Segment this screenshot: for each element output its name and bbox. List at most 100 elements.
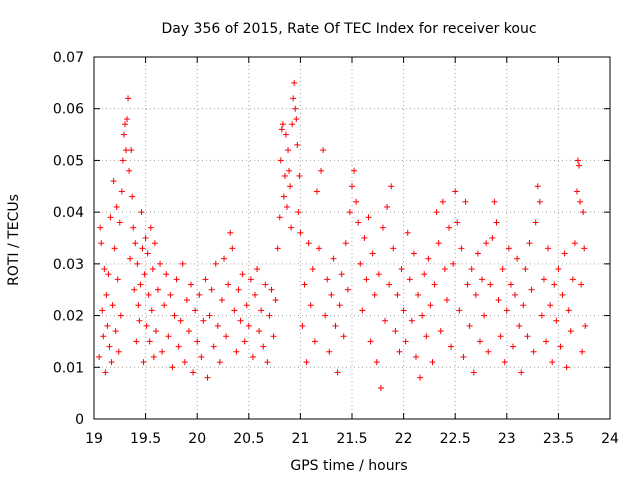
data-point: [429, 359, 436, 366]
data-point: [280, 193, 287, 200]
data-point: [260, 343, 267, 350]
x-tick-label: 23.5: [543, 431, 574, 447]
data-point: [342, 240, 349, 247]
data-point: [357, 260, 364, 267]
data-point: [183, 297, 190, 304]
data-point: [218, 297, 225, 304]
data-point: [136, 317, 143, 324]
data-point: [363, 276, 370, 283]
data-point: [410, 250, 417, 257]
data-point: [417, 374, 424, 381]
data-point: [239, 271, 246, 278]
data-point: [221, 255, 228, 262]
data-point: [581, 245, 588, 252]
data-point: [315, 245, 322, 252]
data-point: [309, 266, 316, 273]
data-point: [580, 209, 587, 216]
data-point: [419, 312, 426, 319]
x-axis-label: GPS time / hours: [290, 458, 407, 474]
x-tick-label: 19: [85, 431, 103, 447]
plot-frame: [93, 56, 611, 420]
data-point: [439, 198, 446, 205]
y-tick-label: 0.05: [53, 153, 84, 169]
data-point: [437, 328, 444, 335]
data-point: [443, 297, 450, 304]
data-point: [307, 302, 314, 309]
data-point: [330, 255, 337, 262]
data-point: [276, 214, 283, 221]
data-point: [198, 353, 205, 360]
axis-ticks: 19 19.5 20 20.5 21 21.5 22 22.5 23 23.5 24 0 0.01 0.0…: [53, 50, 619, 447]
data-point: [538, 312, 545, 319]
data-point: [144, 250, 151, 257]
data-point: [487, 281, 494, 288]
data-point: [110, 178, 117, 185]
data-point: [112, 328, 119, 335]
y-tick-label: 0.07: [53, 50, 84, 66]
x-tick-label: 22: [395, 431, 413, 447]
data-point: [305, 240, 312, 247]
data-point: [119, 157, 126, 164]
data-point: [491, 198, 498, 205]
data-point: [322, 312, 329, 319]
data-point: [460, 353, 467, 360]
data-point: [483, 240, 490, 247]
data-point: [557, 343, 564, 350]
data-point: [375, 271, 382, 278]
data-point: [173, 276, 180, 283]
data-point: [526, 240, 533, 247]
data-point: [543, 338, 550, 345]
data-point: [102, 369, 109, 376]
y-tick-label: 0.06: [53, 102, 84, 118]
y-axis-label: ROTI / TECUs: [6, 194, 22, 286]
data-point: [377, 384, 384, 391]
data-point: [135, 302, 142, 309]
data-point: [466, 322, 473, 329]
data-point: [373, 359, 380, 366]
data-point: [332, 322, 339, 329]
data-point: [171, 312, 178, 319]
data-point: [320, 147, 327, 154]
data-point: [507, 281, 514, 288]
data-point: [152, 328, 159, 335]
data-point: [402, 338, 409, 345]
data-point: [206, 312, 213, 319]
data-point: [225, 281, 232, 288]
data-point: [555, 266, 562, 273]
data-point: [406, 276, 413, 283]
data-point: [146, 338, 153, 345]
data-point: [297, 229, 304, 236]
data-point: [159, 348, 166, 355]
data-point: [571, 240, 578, 247]
data-point: [404, 229, 411, 236]
data-point: [454, 219, 461, 226]
data-point: [125, 95, 132, 102]
data-point: [379, 224, 386, 231]
data-point: [423, 333, 430, 340]
data-point: [270, 333, 277, 340]
data-point: [415, 291, 422, 298]
data-point: [175, 343, 182, 350]
data-point: [115, 348, 122, 355]
data-point: [194, 338, 201, 345]
data-point: [148, 307, 155, 314]
data-point: [202, 276, 209, 283]
data-point: [509, 343, 516, 350]
data-point: [522, 266, 529, 273]
data-point: [344, 286, 351, 293]
data-point: [243, 302, 250, 309]
data-point: [520, 302, 527, 309]
data-point: [365, 214, 372, 221]
data-point: [128, 147, 135, 154]
data-point: [313, 188, 320, 195]
data-point: [326, 348, 333, 355]
data-point: [532, 219, 539, 226]
data-point: [388, 183, 395, 190]
data-point: [367, 338, 374, 345]
chart-title: Day 356 of 2015, Rate Of TEC Index for r…: [161, 21, 536, 37]
data-point: [398, 266, 405, 273]
data-point: [120, 131, 127, 138]
data-point: [462, 198, 469, 205]
data-point: [427, 302, 434, 309]
data-point: [124, 116, 131, 123]
